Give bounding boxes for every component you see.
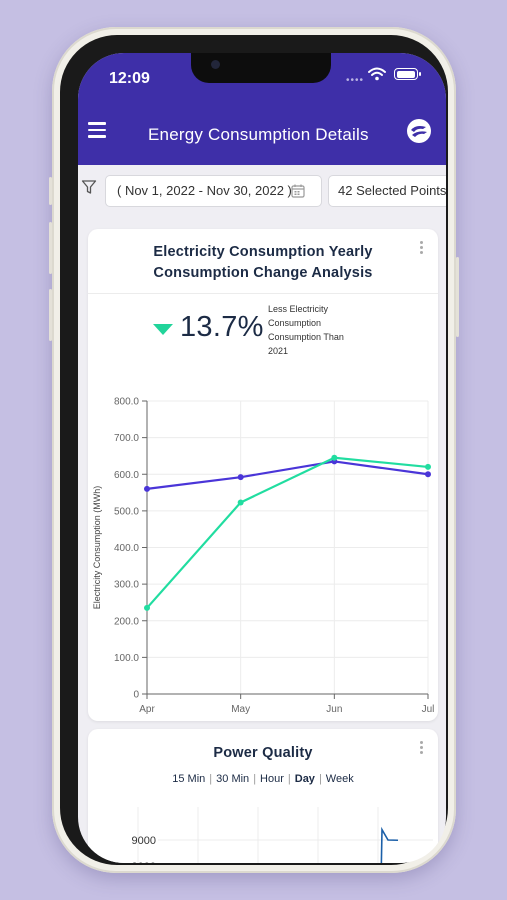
tab-separator: | [253, 773, 257, 785]
page-title: Energy Consumption Details [148, 125, 369, 144]
y-tick-label: 800.0 [114, 397, 139, 408]
y-tick-label: 0 [133, 690, 139, 701]
range-tab-day[interactable]: Day [294, 773, 315, 785]
consumption-title-line2: Consumption Change Analysis [153, 265, 373, 281]
data-point-2021 [237, 474, 244, 481]
kpi-value: 13.7% [180, 311, 264, 343]
filter-icon[interactable] [81, 179, 97, 195]
y-tick-label: 100.0 [114, 653, 139, 664]
logo-icon[interactable] [406, 118, 432, 144]
power-series-line [380, 826, 399, 863]
home-indicator [78, 857, 446, 863]
power-quality-title: Power Quality [213, 745, 313, 761]
kebab-menu-icon[interactable] [420, 741, 424, 756]
camera [211, 60, 220, 69]
kpi-note-line: Less Electricity [268, 304, 329, 314]
kpi-note-line: Consumption [268, 318, 322, 328]
phone-frame: 12:09 •••• Energy Consumption Details [49, 27, 459, 873]
data-point-2022 [144, 604, 150, 611]
kebab-menu-icon[interactable] [420, 241, 424, 256]
x-tick-label: Apr [139, 704, 155, 715]
phone-power-button [456, 257, 459, 337]
range-tab-hour[interactable]: Hour [260, 773, 284, 785]
tab-separator: | [318, 773, 322, 785]
y-tick-label: 9000 [132, 835, 156, 847]
x-tick-label: May [231, 704, 250, 715]
range-tab-week[interactable]: Week [325, 773, 354, 785]
screen: 12:09 •••• Energy Consumption Details [78, 53, 446, 863]
y-tick-label: 8000 [132, 861, 156, 863]
filter-bar: ( Nov 1, 2022 - Nov 30, 2022 ) 42 Select… [78, 165, 446, 225]
y-tick-label: 600.0 [114, 470, 139, 481]
x-tick-label: Jul [422, 704, 435, 715]
y-axis-title: Electricity Consumption (MWh) [92, 486, 102, 610]
battery-icon [394, 68, 421, 80]
notch [191, 53, 331, 83]
tab-separator: | [287, 773, 291, 785]
phone-volume-down [49, 289, 52, 341]
kpi-note-line: 2021 [268, 346, 289, 356]
card-divider [88, 293, 438, 294]
calendar-icon[interactable] [291, 184, 305, 198]
selected-points-field[interactable]: 42 Selected Points [328, 175, 446, 207]
kpi-note: Less Electricity Consumption Consumption… [268, 302, 378, 358]
consumption-card: Electricity Consumption Yearly Consumpti… [88, 229, 438, 721]
series-line-2021 [146, 460, 429, 490]
phone-mute-switch [49, 177, 52, 205]
series-line-2022 [146, 456, 429, 609]
selected-points-value: 42 Selected Points [338, 183, 446, 198]
tab-separator: | [209, 773, 213, 785]
consumption-line-chart: 0 100.0 200.0 300.0 400.0 500.0 600.0 700.0 800.… [92, 397, 435, 716]
data-point-2022 [331, 454, 338, 461]
phone-volume-up [49, 222, 52, 274]
y-tick-label: 400.0 [114, 543, 139, 554]
kpi-note-line: Consumption Than [268, 332, 344, 342]
y-tick-label: 500.0 [114, 506, 139, 517]
time-range-tabs: 15 Min | 30 Min | Hour | Day | Week [88, 773, 438, 785]
data-point-2021 [425, 471, 431, 478]
x-tick-label: Jun [326, 704, 342, 715]
data-point-2022 [425, 463, 431, 470]
date-range-field[interactable]: ( Nov 1, 2022 - Nov 30, 2022 ) [105, 175, 322, 207]
power-quality-card: Power Quality 15 Min | 30 Min | Hour | Day | Wee… [88, 729, 438, 863]
phone-bezel: 12:09 •••• Energy Consumption Details [60, 35, 448, 865]
menu-icon[interactable] [88, 122, 106, 138]
consumption-title-line1: Electricity Consumption Yearly [153, 244, 373, 260]
data-point-2022 [237, 499, 244, 506]
range-tab-30-min[interactable]: 30 Min [216, 773, 250, 785]
date-range-value: ( Nov 1, 2022 - Nov 30, 2022 ) [117, 183, 292, 198]
status-time: 12:09 [109, 70, 150, 87]
y-tick-label: 200.0 [114, 616, 139, 627]
down-triangle-icon [153, 324, 173, 335]
range-tab-15-min[interactable]: 15 Min [172, 773, 206, 785]
status-bar: 12:09 •••• [78, 53, 446, 105]
wifi-icon [368, 67, 386, 81]
consumption-card-title: Electricity Consumption Yearly Consumpti… [108, 242, 418, 284]
power-quality-chart: 8000 9000 [132, 807, 433, 863]
app-bar: Energy Consumption Details [78, 105, 446, 165]
y-tick-label: 300.0 [114, 580, 139, 591]
signal-icon: •••• [346, 75, 365, 86]
y-tick-label: 700.0 [114, 433, 139, 444]
data-point-2021 [144, 485, 150, 492]
